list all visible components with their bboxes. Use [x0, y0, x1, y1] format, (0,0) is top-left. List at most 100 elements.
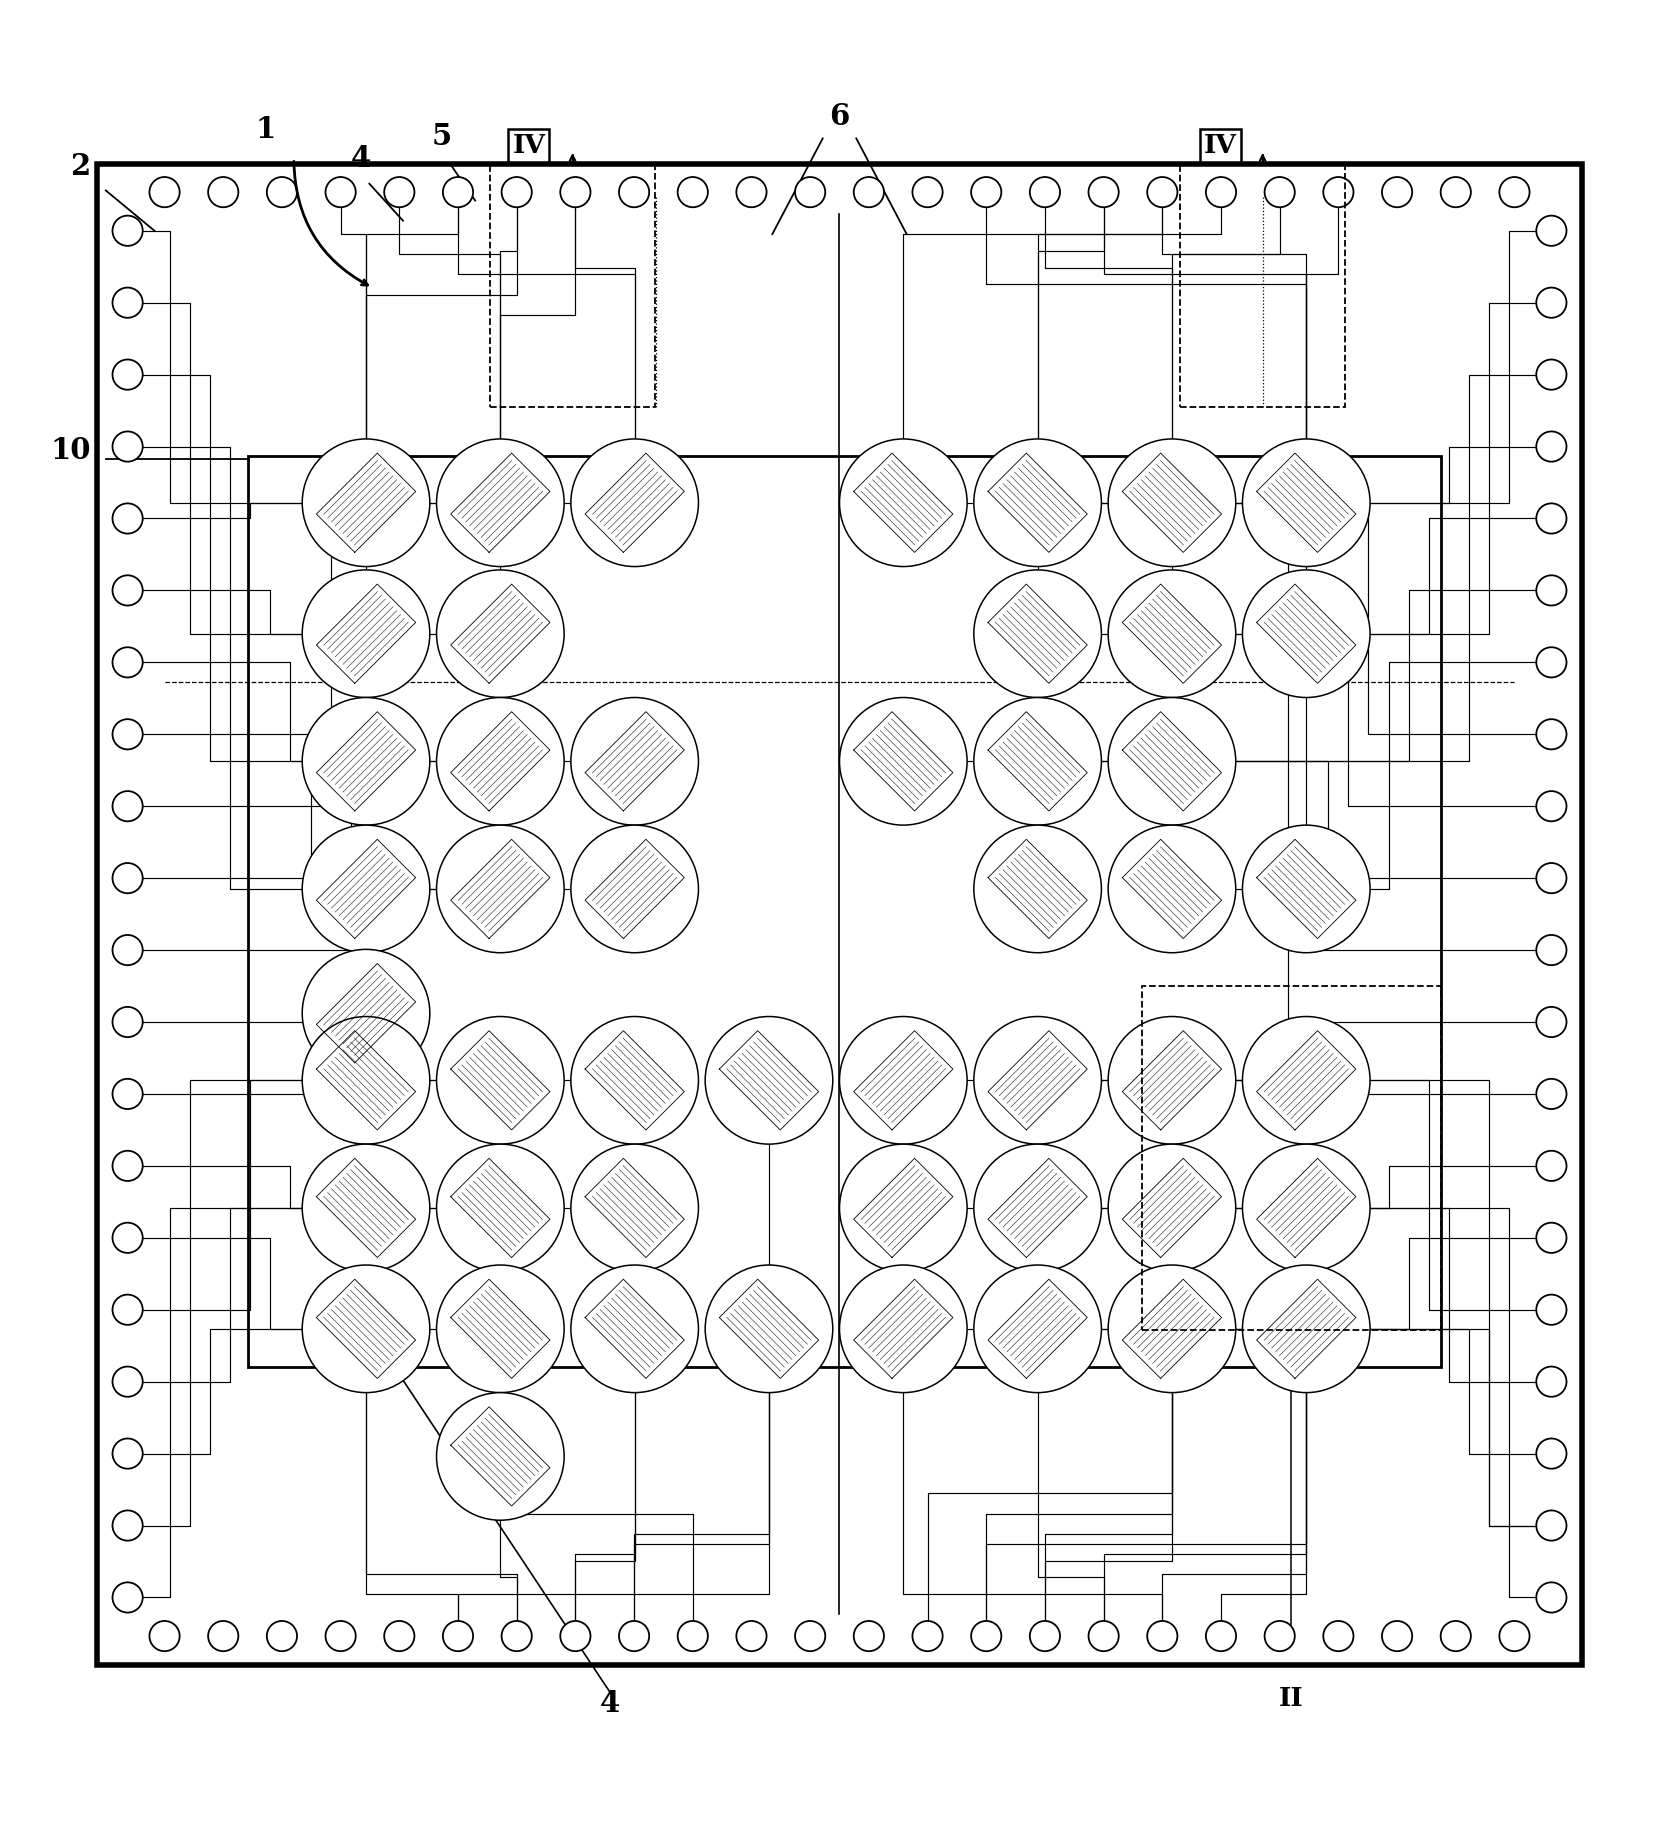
Circle shape: [437, 439, 564, 566]
Circle shape: [1088, 177, 1118, 207]
Circle shape: [1206, 1622, 1236, 1651]
Text: IV: IV: [1204, 133, 1237, 157]
Circle shape: [502, 1622, 532, 1651]
Circle shape: [1536, 216, 1567, 245]
Circle shape: [853, 1622, 883, 1651]
Circle shape: [1108, 1266, 1236, 1393]
Circle shape: [1382, 177, 1412, 207]
Circle shape: [1264, 1622, 1295, 1651]
Circle shape: [437, 1266, 564, 1393]
Circle shape: [1441, 177, 1471, 207]
Circle shape: [974, 1017, 1101, 1144]
Text: IV: IV: [512, 133, 546, 157]
Circle shape: [1242, 825, 1370, 952]
Circle shape: [112, 504, 143, 533]
Circle shape: [912, 1622, 942, 1651]
Circle shape: [302, 950, 430, 1077]
Circle shape: [208, 177, 238, 207]
Circle shape: [840, 1017, 967, 1144]
Text: II: II: [1279, 1686, 1303, 1710]
Circle shape: [1108, 570, 1236, 697]
Circle shape: [1088, 1622, 1118, 1651]
Circle shape: [437, 1393, 564, 1520]
Circle shape: [1323, 1622, 1353, 1651]
Circle shape: [571, 1144, 698, 1271]
Circle shape: [112, 1295, 143, 1325]
Text: 4: 4: [599, 1688, 620, 1718]
Circle shape: [840, 697, 967, 825]
Circle shape: [302, 439, 430, 566]
Circle shape: [1147, 1622, 1177, 1651]
Circle shape: [840, 439, 967, 566]
Circle shape: [678, 177, 709, 207]
Circle shape: [112, 1079, 143, 1109]
Circle shape: [1536, 1511, 1567, 1541]
Bar: [1180, 164, 1345, 408]
Circle shape: [620, 177, 650, 207]
Circle shape: [970, 177, 1001, 207]
Circle shape: [1536, 1223, 1567, 1253]
Text: 4: 4: [351, 144, 371, 173]
Circle shape: [1029, 1622, 1059, 1651]
Circle shape: [1323, 177, 1353, 207]
Circle shape: [1242, 439, 1370, 566]
Circle shape: [840, 1144, 967, 1271]
Circle shape: [112, 1439, 143, 1469]
Text: 5: 5: [432, 122, 452, 151]
Circle shape: [1382, 1622, 1412, 1651]
Circle shape: [974, 439, 1101, 566]
Circle shape: [974, 1144, 1101, 1271]
Circle shape: [1536, 1295, 1567, 1325]
Circle shape: [267, 177, 297, 207]
Circle shape: [1242, 1266, 1370, 1393]
Circle shape: [437, 825, 564, 952]
Circle shape: [302, 570, 430, 697]
Bar: [97, 164, 1582, 1664]
Circle shape: [1029, 177, 1059, 207]
Circle shape: [112, 1151, 143, 1181]
Circle shape: [796, 177, 826, 207]
Circle shape: [571, 825, 698, 952]
Circle shape: [561, 1622, 591, 1651]
Circle shape: [112, 576, 143, 605]
Circle shape: [1242, 570, 1370, 697]
Circle shape: [302, 1266, 430, 1393]
Bar: [248, 456, 1441, 1367]
Circle shape: [1108, 1017, 1236, 1144]
Circle shape: [1536, 504, 1567, 533]
Circle shape: [571, 1266, 698, 1393]
Circle shape: [1242, 1017, 1370, 1144]
Circle shape: [112, 288, 143, 317]
Circle shape: [737, 177, 767, 207]
Text: 10: 10: [50, 435, 91, 465]
Circle shape: [571, 697, 698, 825]
Circle shape: [970, 1622, 1001, 1651]
Circle shape: [1536, 1583, 1567, 1613]
Circle shape: [267, 1622, 297, 1651]
Circle shape: [853, 177, 883, 207]
Circle shape: [437, 1144, 564, 1271]
Circle shape: [974, 1266, 1101, 1393]
Circle shape: [1147, 177, 1177, 207]
Circle shape: [1441, 1622, 1471, 1651]
Circle shape: [1536, 288, 1567, 317]
Circle shape: [112, 648, 143, 677]
Circle shape: [796, 1622, 826, 1651]
Circle shape: [1536, 792, 1567, 821]
Circle shape: [705, 1017, 833, 1144]
Circle shape: [1536, 863, 1567, 893]
Circle shape: [1206, 177, 1236, 207]
Circle shape: [974, 570, 1101, 697]
Circle shape: [571, 439, 698, 566]
Circle shape: [561, 177, 591, 207]
Circle shape: [1536, 1007, 1567, 1037]
Circle shape: [1536, 1367, 1567, 1397]
Circle shape: [1536, 576, 1567, 605]
Circle shape: [571, 1017, 698, 1144]
Circle shape: [678, 1622, 709, 1651]
Circle shape: [1264, 177, 1295, 207]
Circle shape: [1536, 1151, 1567, 1181]
Circle shape: [1536, 935, 1567, 965]
Circle shape: [112, 935, 143, 965]
Circle shape: [302, 697, 430, 825]
